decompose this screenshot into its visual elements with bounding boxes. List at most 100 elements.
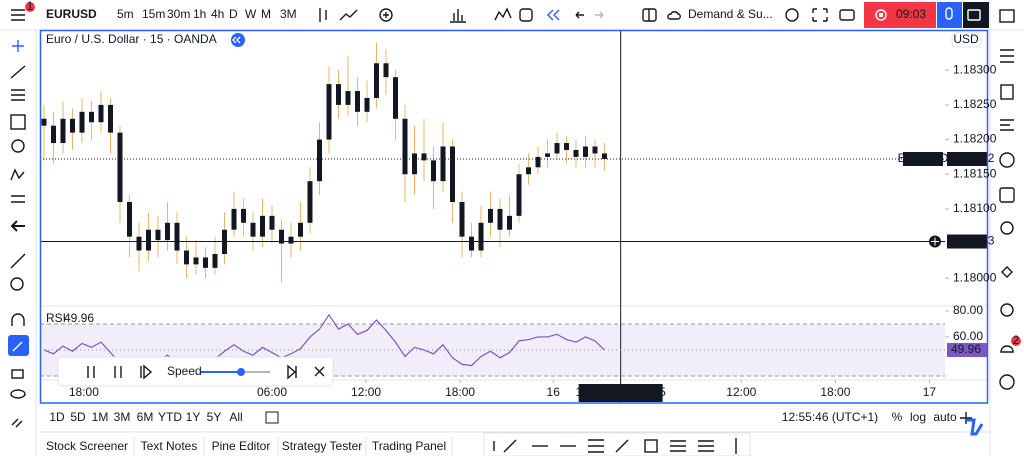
news-icon[interactable] bbox=[1000, 119, 1014, 131]
compare-icon[interactable] bbox=[494, 7, 512, 21]
pattern-tool[interactable] bbox=[11, 139, 25, 153]
symbol-tag bbox=[903, 151, 943, 166]
speed-knob[interactable] bbox=[237, 368, 245, 376]
back-tool[interactable] bbox=[10, 220, 25, 232]
interval[interactable]: W bbox=[245, 7, 257, 21]
replay-icon[interactable] bbox=[547, 9, 560, 21]
notifications-icon[interactable] bbox=[1000, 345, 1014, 353]
scale-option[interactable]: auto bbox=[933, 410, 957, 424]
magnet-tool[interactable] bbox=[11, 313, 25, 326]
scale-option[interactable]: % bbox=[892, 410, 903, 424]
crosshair-tool[interactable] bbox=[12, 40, 24, 52]
ideas-icon[interactable] bbox=[1000, 221, 1014, 235]
indicators-icon[interactable] bbox=[450, 9, 466, 23]
interval[interactable]: 30m bbox=[167, 7, 190, 21]
settings-icon[interactable] bbox=[785, 8, 799, 22]
watchlist-icon[interactable] bbox=[1000, 49, 1014, 63]
trendline-tool[interactable] bbox=[10, 65, 26, 79]
range-button[interactable]: YTD bbox=[158, 410, 182, 424]
visibility-tool[interactable] bbox=[10, 389, 26, 399]
template[interactable]: Demand & Su... bbox=[688, 7, 773, 21]
collapse-legend[interactable] bbox=[231, 33, 245, 47]
range-button[interactable]: 1M bbox=[92, 410, 109, 424]
currency[interactable]: USD bbox=[953, 32, 979, 46]
range-button[interactable]: All bbox=[229, 410, 242, 424]
side-badge-count: 2 bbox=[1013, 333, 1020, 347]
lock-tool[interactable] bbox=[11, 369, 24, 379]
select-bar[interactable] bbox=[87, 366, 95, 378]
candle-body bbox=[602, 153, 608, 159]
rect-tool[interactable] bbox=[644, 439, 658, 453]
bottom-tab[interactable]: Strategy Tester bbox=[282, 439, 362, 453]
x-tick-label: 16 bbox=[547, 385, 561, 399]
fib-tool[interactable] bbox=[670, 440, 686, 452]
undo-icon[interactable] bbox=[575, 11, 584, 19]
link-tool[interactable] bbox=[11, 418, 23, 428]
interval[interactable]: M bbox=[261, 7, 271, 21]
bottom-tab[interactable]: Stock Screener bbox=[46, 439, 128, 453]
chats-icon[interactable] bbox=[1000, 303, 1014, 317]
symbol[interactable]: EURUSD bbox=[46, 7, 97, 21]
candle-body bbox=[478, 222, 484, 251]
range-button[interactable]: 5Y bbox=[207, 410, 222, 424]
calendar-icon[interactable] bbox=[999, 187, 1015, 203]
cloud-icon[interactable] bbox=[667, 11, 681, 20]
clock[interactable]: 12:55:46 (UTC+1) bbox=[782, 410, 878, 424]
rsi-value-label: 49.96 bbox=[951, 342, 981, 356]
streams-icon[interactable] bbox=[1001, 266, 1013, 278]
candle-body bbox=[126, 201, 132, 237]
currency-box[interactable] bbox=[951, 32, 982, 48]
shapes-tool[interactable] bbox=[10, 114, 26, 130]
prediction-tool[interactable] bbox=[10, 168, 25, 181]
settings-icon[interactable] bbox=[960, 412, 972, 424]
chart-type-icon[interactable] bbox=[319, 8, 327, 22]
pause-button[interactable] bbox=[114, 366, 122, 378]
x-tick-label: 06:00 bbox=[257, 385, 287, 399]
channel-tool[interactable] bbox=[588, 439, 604, 453]
extended-tool[interactable] bbox=[615, 439, 629, 453]
zoom-tool[interactable] bbox=[10, 277, 24, 291]
trend-tool[interactable] bbox=[503, 439, 517, 453]
bottom-tab[interactable]: Text Notes bbox=[141, 439, 198, 453]
range-button[interactable]: 5D bbox=[70, 410, 86, 424]
interval[interactable]: 4h bbox=[211, 7, 224, 21]
ruler-tool[interactable] bbox=[10, 253, 26, 269]
tools-tool[interactable] bbox=[11, 195, 25, 203]
step-button[interactable] bbox=[140, 364, 153, 380]
pitch-tool[interactable] bbox=[698, 440, 714, 452]
scale-option[interactable]: log bbox=[910, 410, 926, 424]
mic-button[interactable] bbox=[937, 2, 962, 28]
interval[interactable]: 15m bbox=[142, 7, 165, 21]
range-button[interactable]: 6M bbox=[137, 410, 154, 424]
fib-tool[interactable] bbox=[11, 89, 25, 101]
details-icon[interactable] bbox=[1000, 84, 1014, 100]
left-toolbar bbox=[8, 40, 29, 428]
add-indicator[interactable] bbox=[379, 8, 393, 22]
range-button[interactable]: 1D bbox=[49, 410, 65, 424]
broadcast-icon[interactable] bbox=[999, 374, 1015, 390]
jump-button[interactable] bbox=[287, 364, 297, 380]
date-range-icon[interactable] bbox=[265, 411, 279, 424]
range-button[interactable]: 3M bbox=[114, 410, 131, 424]
menu-icon[interactable] bbox=[11, 9, 25, 21]
watchlist-icon[interactable] bbox=[999, 9, 1015, 23]
redo-icon[interactable] bbox=[595, 11, 604, 19]
fullscreen-icon[interactable] bbox=[812, 8, 828, 22]
interval[interactable]: 1h bbox=[193, 7, 206, 21]
bottom-tab[interactable]: Pine Editor bbox=[212, 439, 271, 453]
alert-icon[interactable] bbox=[519, 8, 533, 22]
interval[interactable]: 5m bbox=[117, 7, 134, 21]
line-icon[interactable] bbox=[339, 9, 358, 21]
camera-button[interactable] bbox=[963, 2, 989, 28]
logo bbox=[966, 418, 984, 436]
drawing-toolbar bbox=[483, 432, 751, 456]
interval[interactable]: 3M bbox=[280, 7, 297, 21]
close-replay[interactable] bbox=[314, 366, 325, 377]
data-icon[interactable] bbox=[999, 152, 1015, 168]
range-button[interactable]: 1Y bbox=[186, 410, 201, 424]
snapshot-icon[interactable] bbox=[839, 9, 855, 21]
candle-body bbox=[193, 257, 199, 265]
crosshair-time-label: 16 Sep '21 04:15 bbox=[575, 385, 666, 399]
bottom-tab[interactable]: Trading Panel bbox=[372, 439, 446, 453]
interval[interactable]: D bbox=[229, 7, 238, 21]
